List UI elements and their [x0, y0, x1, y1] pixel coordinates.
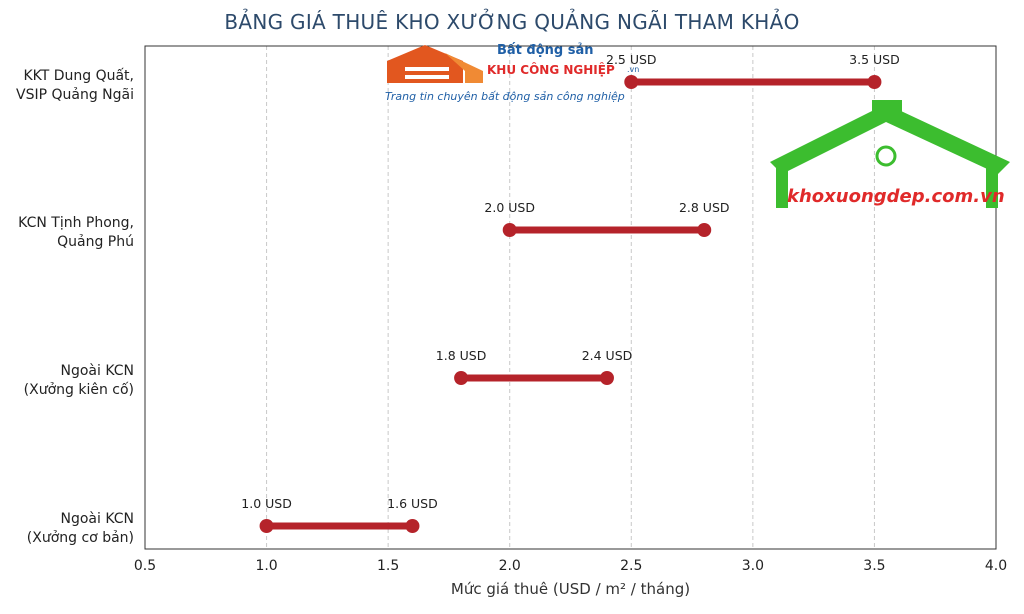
x-tick-label: 4.0 [985, 558, 1007, 574]
category-label-0-line1: KKT Dung Quất, [23, 68, 134, 84]
x-tick-label: 0.5 [134, 558, 156, 574]
warehouse-roof-icon [387, 45, 483, 83]
range-high-label: 1.6 USD [387, 496, 438, 511]
range-low-label: 1.0 USD [241, 496, 292, 511]
category-label-2: Ngoài KCN (Xưởng kiên cố) [24, 362, 134, 400]
logo1-line1: Bất động sản [497, 43, 594, 58]
category-label-1-line1: KCN Tịnh Phong, [18, 215, 134, 231]
range-high-point [405, 519, 420, 533]
x-ticks: 0.5 1.0 1.5 2.0 2.5 3.0 3.5 4.0 [134, 558, 1007, 574]
chart-title: BẢNG GIÁ THUÊ KHO XƯỞNG QUẢNG NGÃI THAM … [224, 10, 800, 34]
category-label-1: KCN Tịnh Phong, Quảng Phú [18, 214, 134, 252]
range-high-point [867, 75, 882, 89]
category-label-3: Ngoài KCN (Xưởng cơ bản) [27, 510, 134, 548]
x-tick-label: 3.0 [742, 558, 764, 574]
range-low-label: 2.0 USD [484, 200, 535, 215]
range-low-point [624, 75, 639, 89]
category-label-0: KKT Dung Quất, VSIP Quảng Ngãi [16, 67, 134, 105]
category-label-1-line2: Quảng Phú [57, 234, 134, 250]
watermark-logo-bds-kcn: Bất động sản KHU CÔNG NGHIỆP .vn Trang t… [385, 43, 645, 113]
category-label-0-line2: VSIP Quảng Ngãi [16, 87, 134, 103]
x-tick-label: 1.5 [377, 558, 399, 574]
x-tick-label: 3.5 [863, 558, 885, 574]
logo1-suffix: .vn [627, 65, 640, 74]
range-low-label: 2.5 USD [606, 52, 657, 67]
watermark-khoxuongdep-text: khoxuongdep.com.vn [787, 186, 1005, 207]
logo1-tagline: Trang tin chuyên bất động sản công nghiệ… [385, 90, 625, 103]
range-high-label: 3.5 USD [849, 52, 900, 67]
x-tick-label: 2.0 [499, 558, 521, 574]
range-low-point [502, 223, 517, 237]
x-tick-label: 1.0 [255, 558, 277, 574]
plot-frame [144, 45, 997, 550]
logo1-line2: KHU CÔNG NGHIỆP [487, 63, 615, 77]
watermark-house-icon [770, 100, 1010, 208]
category-label-3-line1: Ngoài KCN [60, 511, 134, 527]
range-high-point [599, 371, 614, 385]
range-high-label: 2.8 USD [679, 200, 730, 215]
category-label-2-line1: Ngoài KCN [60, 363, 134, 379]
x-tick-label: 2.5 [620, 558, 642, 574]
range-low-point [259, 519, 274, 533]
range-high-point [697, 223, 712, 237]
category-label-2-line2: (Xưởng kiên cố) [23, 382, 134, 398]
category-label-3-line2: (Xưởng cơ bản) [26, 530, 134, 546]
range-bars: 2.5 USD 3.5 USD 2.0 USD 2.8 USD 1.8 USD 2.4 U… [241, 52, 900, 533]
x-axis-label: Mức giá thuê (USD / m² / tháng) [450, 580, 691, 598]
range-low-point [454, 371, 469, 385]
range-low-label: 1.8 USD [436, 348, 487, 363]
range-high-label: 2.4 USD [582, 348, 633, 363]
